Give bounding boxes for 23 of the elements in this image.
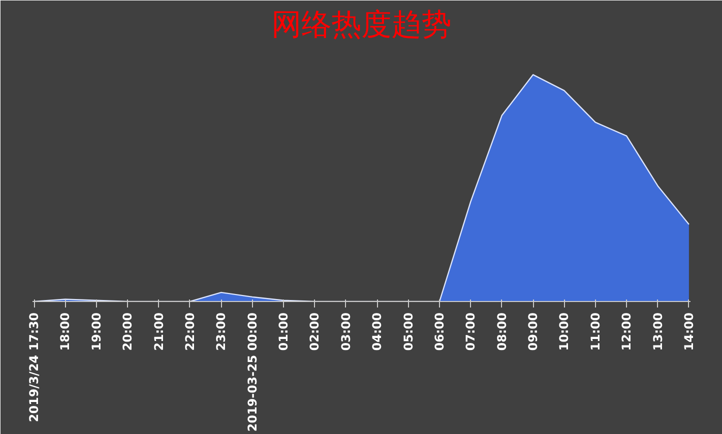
x-tick-label: 2019/3/24 17:30 [27,312,42,422]
x-tick-label: 18:00 [58,312,72,351]
x-tick-label: 04:00 [370,312,384,351]
x-tick-label: 01:00 [276,312,291,351]
x-tick-label: 14:00 [682,312,696,351]
x-tick-label: 10:00 [557,312,572,351]
x-tick-label: 08:00 [494,312,509,351]
x-tick-label: 21:00 [152,312,166,351]
chart-title: 网络热度趋势 [272,8,452,42]
x-tick-label: 22:00 [182,312,197,351]
x-tick-label: 02:00 [308,312,322,351]
x-tick-label: 09:00 [526,312,540,351]
x-tick-label: 2019-03-25 00:00 [245,312,260,432]
x-tick-label: 13:00 [650,312,665,351]
x-tick-label: 03:00 [338,312,353,351]
x-tick-label: 23:00 [214,312,228,351]
x-tick-label: 19:00 [89,312,104,351]
x-tick-label: 05:00 [401,312,416,351]
x-tick-label: 07:00 [464,312,478,351]
x-tick-label: 06:00 [432,312,446,351]
x-tick-label: 12:00 [620,312,634,351]
x-tick-label: 20:00 [120,312,135,351]
x-tick-label: 11:00 [588,312,602,351]
